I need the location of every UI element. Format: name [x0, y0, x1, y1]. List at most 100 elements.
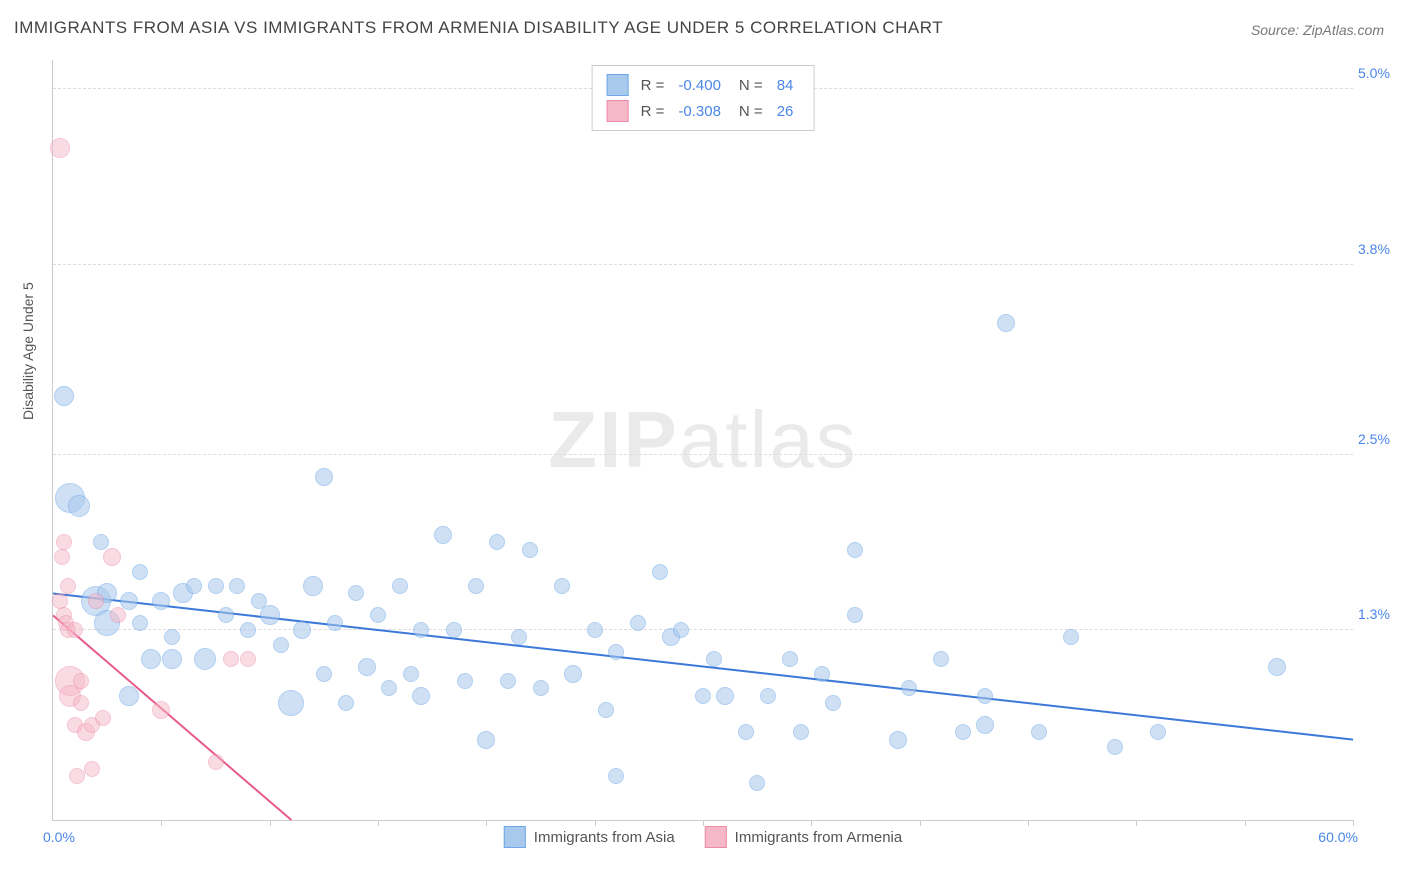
scatter-point: [511, 629, 527, 645]
scatter-point: [68, 495, 90, 517]
grid-line: [53, 454, 1353, 455]
legend-swatch: [705, 826, 727, 848]
scatter-point: [327, 615, 343, 631]
scatter-point: [50, 138, 70, 158]
scatter-point: [673, 622, 689, 638]
scatter-point: [338, 695, 354, 711]
scatter-point: [489, 534, 505, 550]
scatter-point: [229, 578, 245, 594]
scatter-point: [194, 648, 216, 670]
scatter-point: [88, 593, 104, 609]
y-tick-label: 1.3%: [1358, 606, 1403, 622]
scatter-point: [782, 651, 798, 667]
x-tick-mark: [1353, 820, 1354, 826]
scatter-point: [825, 695, 841, 711]
series-legend: Immigrants from Asia Immigrants from Arme…: [504, 826, 902, 848]
source-label: Source: ZipAtlas.com: [1251, 22, 1384, 38]
y-tick-label: 5.0%: [1358, 65, 1403, 81]
x-tick-mark: [378, 820, 379, 826]
scatter-point: [278, 690, 304, 716]
trend-lines: [53, 60, 1353, 820]
scatter-point: [273, 637, 289, 653]
legend-row: R = -0.400 N = 84: [607, 72, 800, 98]
chart-plot-area: ZIPatlas 1.3%2.5%3.8%5.0% R =-0.400N =84…: [52, 60, 1353, 821]
scatter-point: [434, 526, 452, 544]
legend-label: Immigrants from Asia: [534, 829, 675, 846]
scatter-point: [608, 768, 624, 784]
scatter-point: [847, 607, 863, 623]
scatter-point: [889, 731, 907, 749]
scatter-point: [54, 386, 74, 406]
scatter-point: [392, 578, 408, 594]
scatter-point: [240, 622, 256, 638]
scatter-point: [652, 564, 668, 580]
legend-item: Immigrants from Armenia: [705, 826, 903, 848]
scatter-point: [716, 687, 734, 705]
legend-n-value: 26: [777, 103, 794, 120]
x-axis-max: 60.0%: [1318, 829, 1358, 845]
legend-n-value: 84: [777, 77, 794, 94]
scatter-point: [760, 688, 776, 704]
chart-title: IMMIGRANTS FROM ASIA VS IMMIGRANTS FROM …: [14, 18, 943, 38]
x-tick-mark: [270, 820, 271, 826]
scatter-point: [132, 615, 148, 631]
scatter-point: [93, 534, 109, 550]
scatter-point: [120, 592, 138, 610]
scatter-point: [1031, 724, 1047, 740]
scatter-point: [901, 680, 917, 696]
scatter-point: [358, 658, 376, 676]
scatter-point: [1150, 724, 1166, 740]
scatter-point: [370, 607, 386, 623]
scatter-point: [218, 607, 234, 623]
scatter-point: [52, 593, 68, 609]
y-tick-label: 3.8%: [1358, 241, 1403, 257]
grid-line: [53, 264, 1353, 265]
scatter-point: [1063, 629, 1079, 645]
scatter-point: [554, 578, 570, 594]
x-tick-mark: [1136, 820, 1137, 826]
scatter-point: [1268, 658, 1286, 676]
x-tick-mark: [920, 820, 921, 826]
scatter-point: [468, 578, 484, 594]
scatter-point: [793, 724, 809, 740]
scatter-point: [208, 578, 224, 594]
scatter-point: [446, 622, 462, 638]
legend-label: Immigrants from Armenia: [735, 829, 903, 846]
scatter-point: [814, 666, 830, 682]
x-axis-min: 0.0%: [43, 829, 75, 845]
legend-r-label: R =: [641, 77, 665, 94]
y-axis-label: Disability Age Under 5: [20, 282, 36, 420]
scatter-point: [587, 622, 603, 638]
scatter-point: [152, 701, 170, 719]
scatter-point: [695, 688, 711, 704]
scatter-point: [997, 314, 1015, 332]
scatter-point: [73, 673, 89, 689]
scatter-point: [847, 542, 863, 558]
scatter-point: [84, 761, 100, 777]
x-tick-mark: [1028, 820, 1029, 826]
scatter-point: [103, 548, 121, 566]
scatter-point: [67, 622, 83, 638]
legend-n-label: N =: [739, 77, 763, 94]
scatter-point: [141, 649, 161, 669]
scatter-point: [976, 716, 994, 734]
scatter-point: [630, 615, 646, 631]
scatter-point: [303, 576, 323, 596]
scatter-point: [293, 621, 311, 639]
scatter-point: [223, 651, 239, 667]
scatter-point: [413, 622, 429, 638]
scatter-point: [208, 754, 224, 770]
scatter-point: [933, 651, 949, 667]
scatter-point: [60, 578, 76, 594]
x-tick-mark: [161, 820, 162, 826]
scatter-point: [1107, 739, 1123, 755]
legend-r-label: R =: [641, 103, 665, 120]
scatter-point: [110, 607, 126, 623]
legend-r-value: -0.400: [678, 77, 721, 94]
scatter-point: [564, 665, 582, 683]
x-tick-mark: [1245, 820, 1246, 826]
x-tick-mark: [486, 820, 487, 826]
scatter-point: [598, 702, 614, 718]
scatter-point: [54, 549, 70, 565]
scatter-point: [608, 644, 624, 660]
